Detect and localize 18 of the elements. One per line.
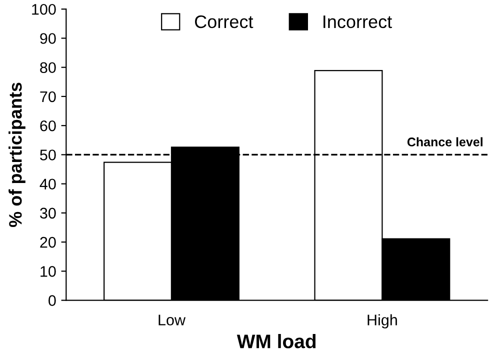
legend-label: Correct bbox=[195, 15, 254, 28]
y-tick-label: 60 bbox=[40, 120, 56, 132]
y-axis-title: % of participants bbox=[8, 82, 26, 227]
y-tick-label: 50 bbox=[40, 150, 56, 160]
y-tick-label: 100 bbox=[32, 4, 56, 15]
y-tick-label: 80 bbox=[40, 62, 56, 74]
y-tick-label: 30 bbox=[40, 208, 56, 219]
y-tick-label: 40 bbox=[40, 178, 56, 190]
y-tick-label: 20 bbox=[40, 236, 56, 248]
x-tick-label: High bbox=[368, 314, 397, 328]
y-tick-label: 70 bbox=[40, 91, 56, 102]
x-axis-title: WM load bbox=[236, 334, 316, 348]
x-tick-label: Low bbox=[158, 314, 186, 326]
legend-label: Incorrect bbox=[324, 16, 392, 28]
ref-line-label: Chance level bbox=[407, 137, 482, 146]
y-tick-label: 0 bbox=[48, 295, 56, 306]
y-tick-label: 10 bbox=[40, 266, 56, 277]
y-tick-label: 90 bbox=[40, 33, 56, 44]
